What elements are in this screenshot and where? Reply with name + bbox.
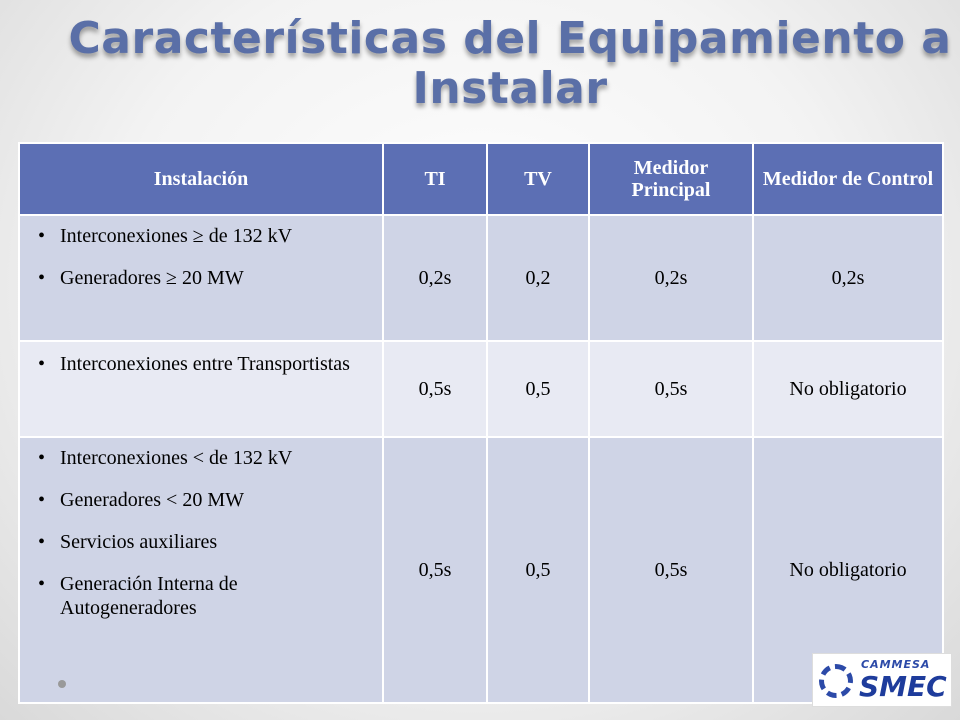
principal-cell: 0,5s	[588, 340, 754, 438]
tv-cell: 0,5	[486, 340, 590, 438]
list-item: Interconexiones < de 132 kV	[30, 446, 376, 470]
smec-logo: CAMMESA SMEC	[812, 653, 952, 707]
tv-cell: 0,2	[486, 214, 590, 342]
list-item: Servicios auxiliares	[30, 530, 376, 554]
control-cell: No obligatorio	[752, 340, 944, 438]
header-medidor-control: Medidor de Control	[752, 142, 944, 216]
ti-cell: 0,5s	[382, 436, 488, 704]
list-item: Generadores < 20 MW	[30, 488, 376, 512]
gear-icon	[819, 664, 853, 698]
equipment-table: Instalación TI TV Medidor Principal Medi…	[18, 142, 944, 704]
instalacion-cell: Interconexiones ≥ de 132 kV Generadores …	[18, 214, 384, 342]
header-medidor-principal: Medidor Principal	[588, 142, 754, 216]
ti-cell: 0,5s	[382, 340, 488, 438]
header-tv: TV	[486, 142, 590, 216]
ti-cell: 0,2s	[382, 214, 488, 342]
list-item: Interconexiones entre Transportistas	[30, 352, 376, 376]
tv-cell: 0,5	[486, 436, 590, 704]
table-row: Interconexiones entre Transportistas 0,5…	[18, 340, 944, 438]
principal-cell: 0,5s	[588, 436, 754, 704]
control-cell: 0,2s	[752, 214, 944, 342]
list-item: Generadores ≥ 20 MW	[30, 266, 376, 290]
principal-cell: 0,2s	[588, 214, 754, 342]
header-ti: TI	[382, 142, 488, 216]
instalacion-cell: Interconexiones entre Transportistas	[18, 340, 384, 438]
logo-small-text: CAMMESA	[861, 658, 931, 671]
table-row: Interconexiones < de 132 kV Generadores …	[18, 436, 944, 704]
header-instalacion: Instalación	[18, 142, 384, 216]
table-row: Interconexiones ≥ de 132 kV Generadores …	[18, 214, 944, 342]
instalacion-cell: Interconexiones < de 132 kV Generadores …	[18, 436, 384, 704]
table-header-row: Instalación TI TV Medidor Principal Medi…	[18, 142, 944, 216]
logo-big-text: SMEC	[859, 670, 947, 703]
empty-bullet-icon	[58, 680, 66, 688]
list-item: Interconexiones ≥ de 132 kV	[30, 224, 376, 248]
list-item: Generación Interna de Autogeneradores	[30, 572, 376, 620]
slide-title: Características del Equipamiento a Insta…	[68, 13, 952, 114]
